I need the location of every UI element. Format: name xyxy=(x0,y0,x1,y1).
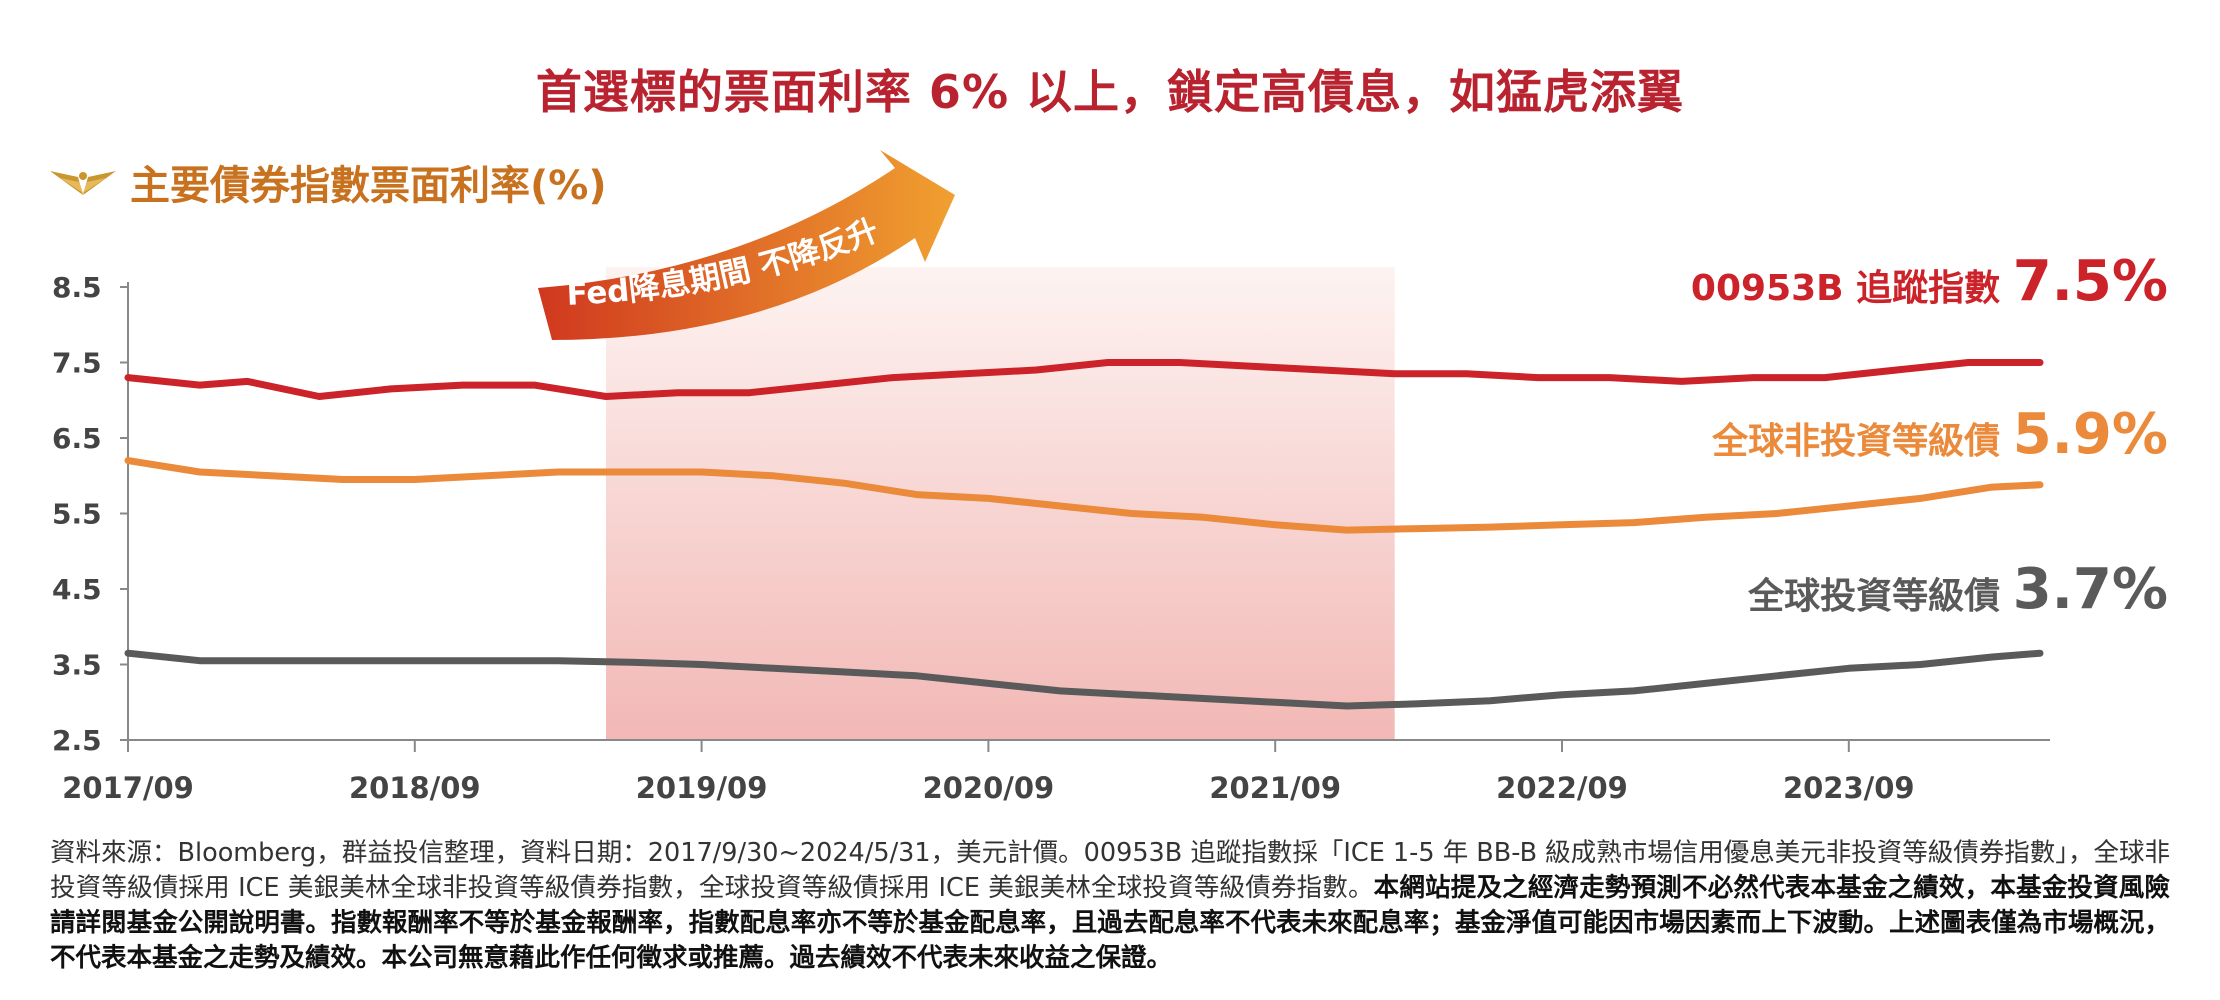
series-name: 00953B 追蹤指數 xyxy=(1691,268,2013,309)
x-tick-label: 2017/09 xyxy=(62,771,194,805)
series-end-label: 00953B 追蹤指數 7.5% xyxy=(1691,249,2168,314)
x-tick-label: 2019/09 xyxy=(636,771,768,805)
x-tick-label: 2020/09 xyxy=(923,771,1055,805)
series-end-label: 全球投資等級債 3.7% xyxy=(1747,557,2168,622)
y-tick-label: 6.5 xyxy=(52,422,102,455)
curved-up-arrow-icon xyxy=(538,150,955,340)
x-tick-label: 2022/09 xyxy=(1496,771,1628,805)
series-value: 3.7% xyxy=(2013,557,2168,622)
winged-logo-icon xyxy=(50,171,116,195)
series-value: 5.9% xyxy=(2013,402,2168,467)
y-tick-label: 5.5 xyxy=(52,498,102,531)
chart-subtitle: 主要債券指數票面利率(%) xyxy=(130,163,607,209)
footnote-disclaimer: 本網站提及之經濟走勢預測不必然代表本基金之績效，本基金投資風險請詳閱基金公開說明… xyxy=(50,873,2170,973)
series-line xyxy=(124,649,2044,710)
footnote-source: 資料來源：Bloomberg，群益投信整理，資料日期：2017/9/30~202… xyxy=(50,838,2170,903)
series-line xyxy=(124,457,2044,534)
series-line xyxy=(124,359,2044,400)
headline: 首選標的票面利率 6% 以上，鎖定高債息，如猛虎添翼 xyxy=(535,65,1685,119)
y-tick-label: 7.5 xyxy=(52,347,102,380)
subtitle-block: 主要債券指數票面利率(%) xyxy=(50,152,607,212)
x-tick-label: 2021/09 xyxy=(1209,771,1341,805)
fed-rate-cut-period-shade xyxy=(606,267,1395,740)
y-tick-label: 2.5 xyxy=(52,724,102,757)
bond-coupon-chart: 8.5 7.5 6.5 5.5 4.5 3.5 2.5 2017/09 2018/09 2019/… xyxy=(52,150,2168,805)
series-value: 7.5% xyxy=(2013,249,2168,314)
x-tick-label: 2023/09 xyxy=(1783,771,1915,805)
footnote: 資料來源：Bloomberg，群益投信整理，資料日期：2017/9/30~202… xyxy=(50,836,2170,976)
series-end-label: 全球非投資等級債 5.9% xyxy=(1711,402,2168,467)
y-tick-label: 8.5 xyxy=(52,271,102,304)
y-tick-label: 4.5 xyxy=(52,573,102,606)
series-name: 全球投資等級債 xyxy=(1747,575,2013,617)
series-name: 全球非投資等級債 xyxy=(1711,420,2013,462)
x-tick-label: 2018/09 xyxy=(349,771,481,805)
y-tick-label: 3.5 xyxy=(52,649,102,682)
